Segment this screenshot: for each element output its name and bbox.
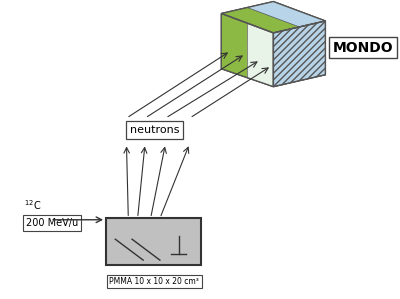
Text: MONDO: MONDO <box>333 41 394 55</box>
Polygon shape <box>247 23 273 87</box>
Polygon shape <box>221 32 273 69</box>
Polygon shape <box>273 21 326 87</box>
Text: PMMA 10 x 10 x 20 cm³: PMMA 10 x 10 x 20 cm³ <box>110 277 199 286</box>
Polygon shape <box>221 1 326 33</box>
Polygon shape <box>221 50 273 87</box>
Text: neutrons: neutrons <box>130 125 179 135</box>
Bar <box>106 218 201 265</box>
Polygon shape <box>273 21 326 87</box>
Text: 200 MeV/u: 200 MeV/u <box>26 218 78 228</box>
Text: $^{12}$C: $^{12}$C <box>24 198 42 212</box>
Polygon shape <box>221 13 273 51</box>
Polygon shape <box>221 13 273 87</box>
Polygon shape <box>221 7 299 33</box>
Polygon shape <box>221 13 247 78</box>
Polygon shape <box>247 1 326 27</box>
